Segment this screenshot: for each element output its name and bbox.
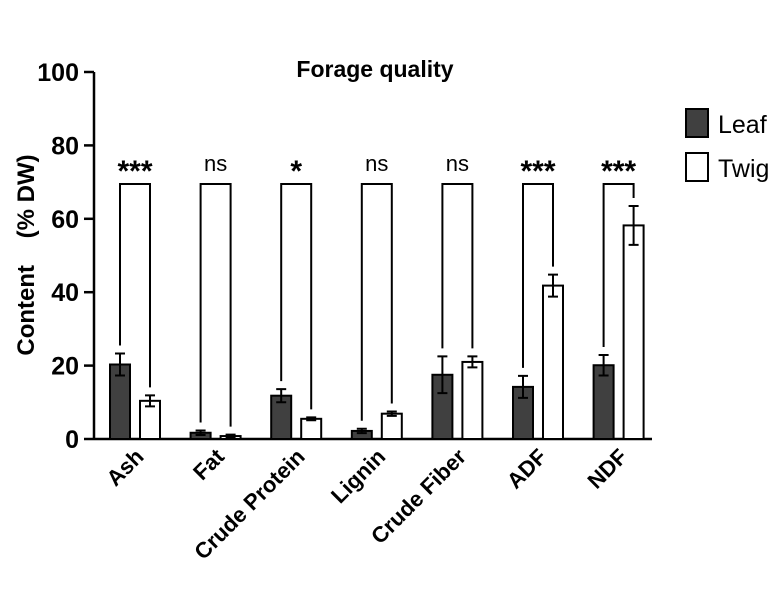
y-axis-ticks: 0 20 40 60 80 100 <box>37 59 94 454</box>
error-bar-leaf <box>276 388 287 404</box>
significance-label: *** <box>601 155 636 188</box>
error-bar-twig <box>628 204 639 246</box>
significance-bracket <box>602 183 635 347</box>
significance-label: ns <box>446 151 469 176</box>
error-bar-twig <box>467 355 478 369</box>
error-bar-twig <box>548 273 558 298</box>
significance-bracket <box>522 183 554 368</box>
chart-title: Forage quality <box>296 56 453 82</box>
significance-group: *** ns * ns ns *** *** <box>117 151 636 427</box>
legend: Leaf Twig <box>685 108 769 183</box>
error-bar-leaf <box>518 374 528 399</box>
error-bars-group <box>115 204 639 439</box>
x-tick-label: Ash <box>101 444 148 491</box>
y-tick-label: 40 <box>51 279 79 307</box>
y-tick-label: 100 <box>37 59 79 87</box>
error-bar-twig <box>225 433 236 439</box>
error-bar-leaf <box>115 352 125 377</box>
bar-twig <box>461 360 484 440</box>
significance-bracket <box>119 183 151 388</box>
error-bar-leaf <box>195 429 206 436</box>
bars-group <box>109 224 645 441</box>
x-tick-label: Lignin <box>326 444 390 508</box>
significance-label: ns <box>204 151 227 176</box>
significance-label: * <box>290 155 302 188</box>
significance-bracket <box>280 183 313 410</box>
legend-swatch-leaf <box>685 108 709 138</box>
error-bar-twig <box>386 410 397 417</box>
x-tick-label: ADF <box>502 444 552 494</box>
significance-bracket <box>441 183 474 349</box>
y-tick-label: 20 <box>51 353 79 381</box>
y-tick-label: 0 <box>65 426 79 454</box>
error-bar-twig <box>145 394 155 408</box>
bar-twig <box>622 224 645 440</box>
significance-label: *** <box>117 155 152 188</box>
y-tick-label: 60 <box>51 206 79 234</box>
error-bar-twig <box>306 416 317 422</box>
x-tick-label: NDF <box>582 444 632 494</box>
error-bar-leaf <box>598 353 609 377</box>
legend-swatch-twig <box>685 152 709 182</box>
bar-twig <box>380 412 403 441</box>
significance-label: *** <box>520 155 555 188</box>
error-bar-leaf <box>437 355 448 395</box>
error-bar-leaf <box>356 427 367 435</box>
legend-label-leaf: Leaf <box>718 111 767 139</box>
legend-label-twig: Twig <box>718 155 769 183</box>
significance-label: ns <box>365 151 388 176</box>
significance-bracket <box>360 183 393 421</box>
bar-twig <box>542 284 564 440</box>
y-axis-label: Content (% DW) <box>13 154 40 355</box>
significance-bracket <box>199 183 232 427</box>
x-tick-label: Fat <box>188 443 229 484</box>
bar-twig <box>300 417 323 441</box>
y-tick-label: 80 <box>51 132 79 160</box>
